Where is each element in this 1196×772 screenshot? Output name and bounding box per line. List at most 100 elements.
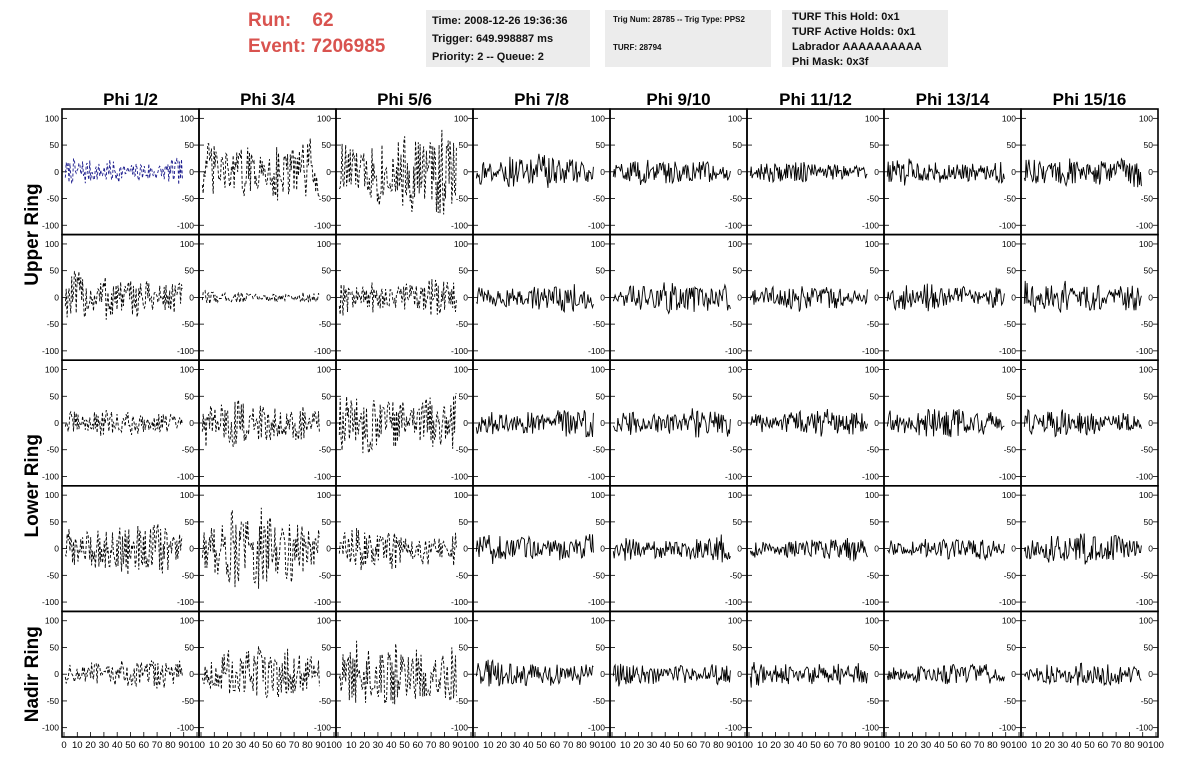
y-tick-label-right: 0: [1011, 669, 1016, 679]
y-tick-label-right: 0: [326, 418, 331, 428]
x-tick-label: 70: [974, 740, 985, 751]
y-tick-label-right: -50: [867, 194, 880, 204]
trigger-info-box: Trig Num: 28785 -- Trig Type: PPS2 TURF:…: [605, 10, 771, 67]
y-tick-label-left: 100: [45, 490, 59, 500]
y-tick-label-left: 100: [45, 365, 59, 375]
y-tick-label-right: 100: [180, 616, 194, 626]
x-tick-label: 20: [633, 740, 644, 751]
y-tick-label-right: 100: [180, 365, 194, 375]
y-tick-label-right: -100: [725, 220, 742, 230]
y-tick-label-right: 100: [591, 490, 605, 500]
y-tick-label-right: -100: [725, 471, 742, 481]
y-tick-label-right: -50: [1004, 319, 1017, 329]
x-tick-label: 70: [700, 740, 711, 751]
y-tick-label-left: 100: [45, 113, 59, 123]
y-tick-label-right: -100: [314, 471, 331, 481]
y-tick-label-right: 0: [1148, 544, 1153, 554]
x-tick-label: 90: [452, 740, 463, 751]
y-tick-label-right: -100: [999, 220, 1016, 230]
panel-frame: [883, 610, 1022, 738]
y-tick-label-right: 50: [733, 140, 743, 150]
trace-2-2: [201, 289, 320, 304]
y-tick-label-right: 100: [591, 239, 605, 249]
row-label-2: Lower Ring: [22, 434, 43, 537]
y-tick-label-right: 100: [317, 490, 331, 500]
y-tick-label-right: -100: [314, 597, 331, 607]
y-tick-label-right: 100: [454, 239, 468, 249]
y-tick-label-right: 0: [1148, 418, 1153, 428]
trace-1-7: [886, 158, 1005, 186]
y-tick-label-left: 0: [54, 544, 59, 554]
y-tick-label-right: -50: [182, 194, 195, 204]
y-tick-label-right: 50: [1007, 517, 1017, 527]
x-tick-label: 50: [810, 740, 821, 751]
run-label: Run:: [248, 10, 292, 31]
y-tick-label-right: -50: [182, 696, 195, 706]
x-tick-label: 60: [687, 740, 698, 751]
y-tick-label-right: -50: [182, 570, 195, 580]
x-tick-label: 20: [359, 740, 370, 751]
trace-2-5: [612, 282, 731, 315]
panel-frame: [198, 108, 337, 236]
y-tick-label-right: 50: [322, 140, 332, 150]
y-tick-label-right: 50: [185, 642, 195, 652]
y-tick-label-right: -100: [588, 471, 605, 481]
x-tick-label: 60: [1098, 740, 1109, 751]
y-tick-label-right: 100: [1002, 365, 1016, 375]
y-tick-label-right: 100: [728, 365, 742, 375]
x-tick-label: 40: [660, 740, 671, 751]
y-tick-label-right: 0: [326, 669, 331, 679]
trace-3-7: [886, 409, 1005, 438]
y-tick-label-right: 0: [600, 292, 605, 302]
y-tick-label-right: 0: [1148, 167, 1153, 177]
y-tick-label-right: 50: [1144, 517, 1154, 527]
run-event-header: Run: 62 Event: 7206985: [248, 8, 418, 64]
y-tick-label-right: 100: [454, 113, 468, 123]
trace-3-8: [1023, 408, 1142, 438]
trace-3-2: [201, 399, 320, 447]
x-tick-label: 10: [209, 740, 220, 751]
x-tick-label: 30: [373, 740, 384, 751]
y-tick-label-right: 0: [600, 418, 605, 428]
x-tick-label: 80: [987, 740, 998, 751]
trace-2-8: [1023, 280, 1142, 313]
y-tick-label-right: 50: [733, 391, 743, 401]
panel-frame: [61, 610, 200, 738]
y-tick-label-right: 100: [865, 490, 879, 500]
y-tick-label-right: 0: [874, 544, 879, 554]
y-tick-label-right: 50: [1007, 391, 1017, 401]
y-tick-label-right: -50: [319, 319, 332, 329]
y-tick-label-right: 100: [1002, 239, 1016, 249]
y-tick-label-right: 0: [737, 669, 742, 679]
y-tick-label-right: 100: [1139, 239, 1153, 249]
y-tick-label-right: -100: [862, 597, 879, 607]
x-tick-label: 20: [222, 740, 233, 751]
y-tick-label-right: 100: [1139, 490, 1153, 500]
y-tick-label-right: 50: [596, 517, 606, 527]
x-tick-label: 60: [139, 740, 150, 751]
y-tick-label-right: 50: [596, 642, 606, 652]
y-tick-label-right: -50: [730, 696, 743, 706]
y-tick-label-right: -100: [1136, 723, 1153, 733]
x-tick-label: 100: [1011, 740, 1027, 751]
trace-3-4: [475, 410, 594, 438]
trace-2-7: [886, 283, 1005, 312]
y-tick-label-right: 100: [180, 490, 194, 500]
column-header-1: Phi 1/2: [103, 90, 158, 109]
x-tick-label: 10: [483, 740, 494, 751]
trigger-line: Trigger: 649.998887 ms: [432, 33, 554, 45]
y-tick-label-right: 50: [322, 642, 332, 652]
x-tick-label: 80: [576, 740, 587, 751]
y-tick-label-right: -100: [588, 723, 605, 733]
y-tick-label-right: -50: [730, 570, 743, 580]
y-tick-label-right: -50: [319, 445, 332, 455]
trace-3-1: [64, 410, 183, 436]
x-tick-label: 90: [315, 740, 326, 751]
y-tick-label-right: 0: [326, 544, 331, 554]
turf-line: TURF: 28794: [613, 43, 662, 52]
y-tick-label-right: -100: [588, 597, 605, 607]
x-tick-label: 60: [550, 740, 561, 751]
y-tick-label-right: 100: [591, 616, 605, 626]
y-tick-label-right: -100: [1136, 597, 1153, 607]
